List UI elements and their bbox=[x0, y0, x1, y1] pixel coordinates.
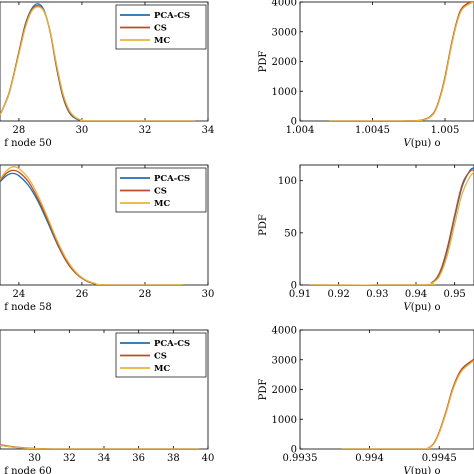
x-tick-label: 30 bbox=[28, 453, 41, 464]
series-line-cs bbox=[341, 358, 474, 449]
x-tick-label: 24 bbox=[13, 289, 26, 300]
series-line-cs bbox=[329, 2, 472, 121]
x-tick-label: 28 bbox=[139, 289, 152, 300]
axes-frame bbox=[299, 329, 474, 450]
legend-entry: CS bbox=[154, 187, 167, 197]
x-tick-label: 30 bbox=[76, 125, 89, 136]
legend-entry: MC bbox=[154, 36, 170, 46]
legend-entry: PCA-CS bbox=[154, 339, 190, 349]
y-tick-label: 3000 bbox=[272, 355, 297, 366]
x-tick-label: 32 bbox=[63, 453, 76, 464]
x-tick-label: 28 bbox=[13, 125, 26, 136]
x-tick-label: 36 bbox=[132, 453, 145, 464]
x-tick-label: 1.0045 bbox=[355, 125, 390, 136]
x-tick-label: 0.91 bbox=[289, 289, 311, 300]
y-tick-label: 2000 bbox=[272, 385, 297, 396]
x-tick-label: 38 bbox=[167, 453, 180, 464]
y-tick-label: 0 bbox=[291, 445, 297, 456]
y-axis-label: PDF bbox=[258, 51, 269, 73]
series-line-pca-cs bbox=[329, 2, 473, 121]
y-tick-label: 4000 bbox=[272, 326, 297, 337]
y-axis-label: PDF bbox=[258, 379, 269, 401]
x-tick-label: 34 bbox=[98, 453, 111, 464]
legend-entry: MC bbox=[154, 364, 170, 374]
series-line-mc bbox=[309, 171, 474, 285]
x-axis-label: V(pu) o bbox=[403, 466, 440, 474]
y-tick-label: 1000 bbox=[272, 87, 297, 98]
legend-entry: CS bbox=[154, 352, 167, 362]
x-axis-label: V(pu) o bbox=[403, 138, 440, 149]
series-line-pca-cs bbox=[341, 359, 474, 449]
x-tick-label: 1.005 bbox=[431, 125, 460, 136]
x-axis-label: f node 50 bbox=[4, 138, 52, 149]
y-tick-label: 4000 bbox=[272, 0, 297, 9]
series-line-pca-cs bbox=[309, 167, 474, 285]
y-tick-label: 100 bbox=[278, 176, 297, 187]
series-line-mc bbox=[0, 165, 183, 285]
x-tick-label: 0.93 bbox=[366, 289, 388, 300]
legend-entry: MC bbox=[154, 199, 170, 209]
x-axis-label: f node 58 bbox=[4, 302, 52, 313]
x-axis-label: f node 60 bbox=[4, 466, 52, 474]
x-tick-label: 0.994 bbox=[355, 453, 384, 464]
y-axis-label: PDF bbox=[258, 214, 269, 236]
series-line-cs bbox=[309, 169, 474, 285]
y-tick-label: 3000 bbox=[272, 27, 297, 38]
legend: PCA-CS CS MC bbox=[115, 4, 207, 50]
series-line-mc bbox=[329, 2, 474, 121]
panel-5: 30 32 34 36 38 40 f node 60 PCA-CS CS MC bbox=[0, 329, 215, 474]
y-tick-label: 50 bbox=[284, 228, 297, 239]
y-tick-label: 0 bbox=[291, 281, 297, 292]
x-tick-label: 0.9935 bbox=[283, 453, 318, 464]
x-tick-label: 0.92 bbox=[328, 289, 350, 300]
x-tick-label: 40 bbox=[202, 453, 215, 464]
x-tick-label: 26 bbox=[76, 289, 89, 300]
x-tick-label: 32 bbox=[139, 125, 152, 136]
y-tick-label: 0 bbox=[291, 117, 297, 128]
series-line-mc bbox=[341, 360, 474, 449]
y-tick-label: 2000 bbox=[272, 57, 297, 68]
series-line-mc bbox=[0, 444, 200, 449]
legend-entry: PCA-CS bbox=[154, 174, 190, 184]
legend-entry: CS bbox=[154, 24, 167, 34]
panel-2: 1.004 1.0045 1.005 0 1000 2000 3000 4000 V(pu) o… bbox=[258, 0, 474, 149]
legend-box bbox=[115, 167, 207, 213]
legend-entry: PCA-CS bbox=[154, 11, 190, 21]
panel-6: 0.9935 0.994 0.9945 0 1000 2000 3000 4000 V(pu) … bbox=[258, 326, 474, 474]
series-line-mc bbox=[0, 6, 196, 121]
panel-1: 28 30 32 34 f node 50 PCA-CS CS MC bbox=[0, 1, 215, 149]
x-tick-label: 0.9945 bbox=[422, 453, 457, 464]
x-tick-label: 30 bbox=[202, 289, 215, 300]
legend: PCA-CS CS MC bbox=[115, 167, 207, 213]
axes-frame bbox=[299, 164, 474, 286]
x-tick-label: 1.004 bbox=[286, 125, 315, 136]
x-tick-label: 0.94 bbox=[405, 289, 427, 300]
y-tick-label: 1000 bbox=[272, 415, 297, 426]
x-tick-label: 0.95 bbox=[444, 289, 466, 300]
panel-4: 0.91 0.92 0.93 0.94 0.95 0 50 100 V(pu) o PDF bbox=[258, 164, 474, 313]
legend: PCA-CS CS MC bbox=[115, 332, 207, 378]
x-tick-label: 34 bbox=[202, 125, 215, 136]
x-axis-label: V(pu) o bbox=[403, 302, 440, 313]
panel-3: 24 26 28 30 f node 58 PCA-CS CS MC bbox=[0, 164, 215, 313]
